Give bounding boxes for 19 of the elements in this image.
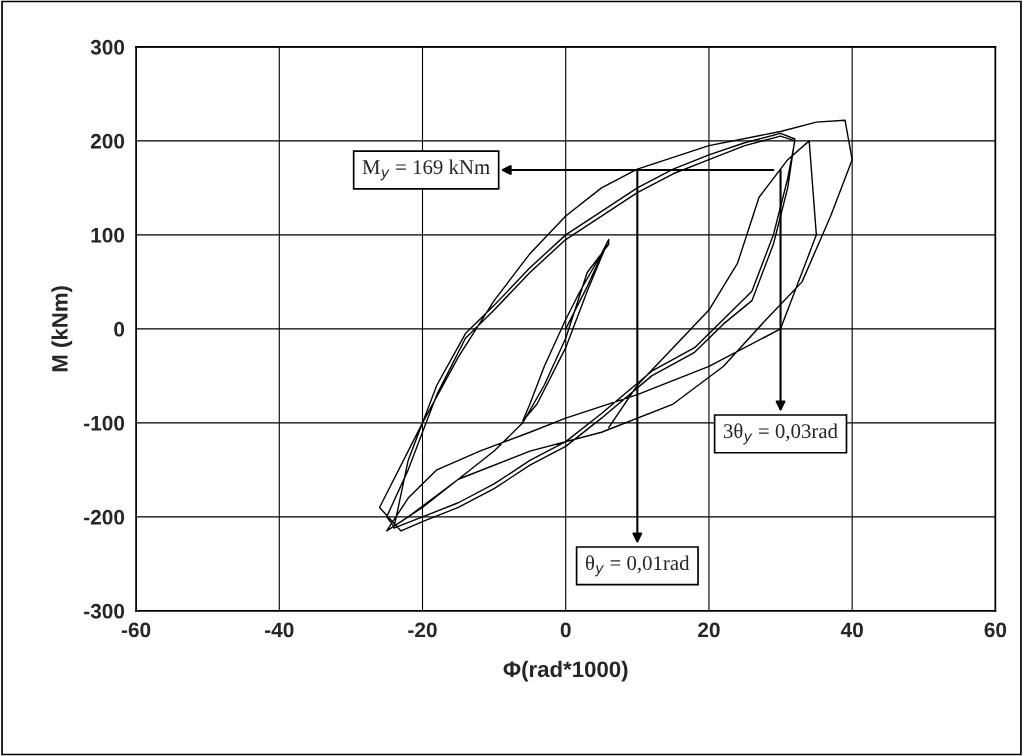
y-tick-label: 200 xyxy=(90,133,125,149)
y-tick-label: -200 xyxy=(84,509,125,525)
annotation: θ$_{y}$ = 0,01rad xyxy=(585,555,690,577)
annotation: M$_{y}$ = 169 kNm xyxy=(362,159,490,181)
x-tick-label: 0 xyxy=(560,622,571,638)
x-tick-label: 20 xyxy=(698,622,720,638)
y-tick-label: -300 xyxy=(84,603,125,619)
y-tick-label: -100 xyxy=(84,415,125,431)
x-tick-label: 40 xyxy=(840,622,863,638)
x-tick-label: -20 xyxy=(408,622,437,638)
x-tick-label: -60 xyxy=(121,622,151,638)
x-tick-label: -40 xyxy=(265,622,294,638)
x-axis-title: Φ(rad*1000) xyxy=(503,660,628,682)
x-tick-label: 60 xyxy=(984,622,1007,638)
annotation: 3θ$_{y}$ = 0,03rad xyxy=(723,423,838,445)
y-tick-label: 300 xyxy=(90,39,125,55)
y-axis-title: M (kNm) xyxy=(51,286,73,372)
y-tick-label: 0 xyxy=(114,321,125,337)
y-tick-label: 100 xyxy=(91,227,125,243)
